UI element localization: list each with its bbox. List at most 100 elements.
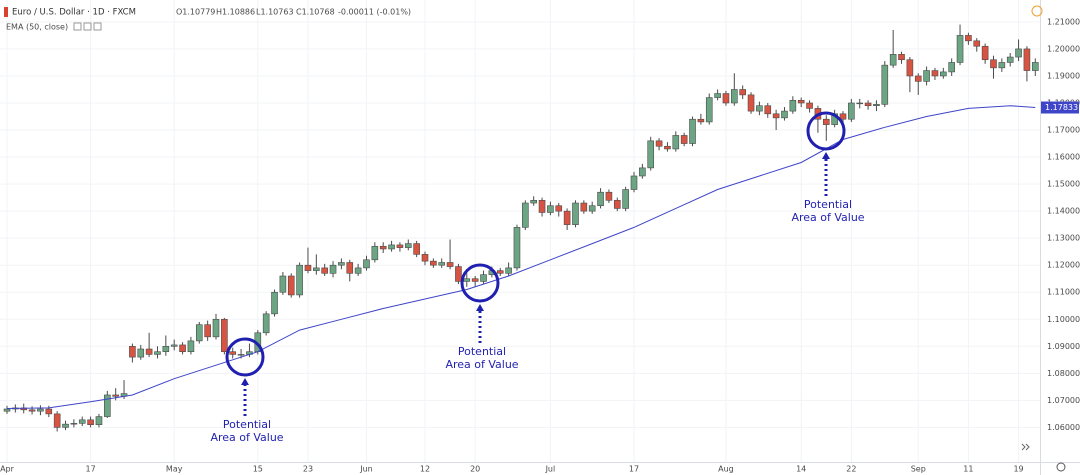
candle-body xyxy=(538,200,546,213)
y-tick-label: 1.17000 xyxy=(1047,126,1080,135)
candle-body xyxy=(304,264,312,271)
candle-body xyxy=(822,118,830,125)
candle-body xyxy=(797,99,805,104)
candle-body xyxy=(279,275,287,293)
x-tick-label: Jun xyxy=(359,465,373,474)
candle-body xyxy=(806,102,813,109)
y-tick-label: 1.19000 xyxy=(1047,71,1080,80)
ohlc-low: L1.10763 xyxy=(256,8,294,17)
symbol-flag xyxy=(4,7,8,17)
candle-body xyxy=(940,71,947,77)
annotation-text: Potential xyxy=(804,198,852,211)
y-tick-label: 1.20000 xyxy=(1047,44,1080,53)
candle-body xyxy=(747,94,755,112)
settings-icon[interactable] xyxy=(1056,462,1066,472)
candle-body xyxy=(53,413,61,428)
symbol-title[interactable]: Euro / U.S. Dollar · 1D · FXCM xyxy=(12,8,136,18)
x-tick-label: May xyxy=(166,465,183,474)
candle-body xyxy=(229,351,237,355)
candle-body xyxy=(864,102,872,107)
arrow-head xyxy=(476,304,484,311)
annotation-text: Potential xyxy=(223,418,271,431)
candle-body xyxy=(664,145,671,150)
warning-icon[interactable] xyxy=(1031,5,1043,17)
candle-body xyxy=(998,62,1006,69)
candle-body xyxy=(856,102,864,105)
ohlc-high: H1.10886 xyxy=(216,8,255,17)
candle-body xyxy=(388,244,395,250)
y-tick-label: 1.08000 xyxy=(1047,369,1080,378)
candle-body xyxy=(404,243,412,248)
candle-body xyxy=(1031,62,1039,71)
candle-body xyxy=(622,189,629,209)
x-tick-label: Sep xyxy=(911,465,926,474)
candle-body xyxy=(647,140,655,169)
candle-body xyxy=(221,318,228,353)
arrow-head xyxy=(241,378,249,385)
x-tick-label: 23 xyxy=(303,465,313,474)
candle-body xyxy=(513,227,521,269)
x-tick-label: 17 xyxy=(86,465,96,474)
candle-body xyxy=(923,70,930,82)
highlight-circle xyxy=(460,263,500,303)
candle-body xyxy=(129,345,136,358)
x-tick-label: Jul xyxy=(545,465,556,474)
ohlc-open: O1.10779 xyxy=(176,8,215,17)
candle-body xyxy=(287,275,295,296)
candle-body xyxy=(588,205,596,212)
candle-body xyxy=(329,264,337,274)
candle-body xyxy=(655,140,663,147)
y-tick-label: 1.11000 xyxy=(1047,288,1080,297)
candle-body xyxy=(1023,48,1031,71)
arrow-head xyxy=(822,152,830,159)
x-tick-label: 14 xyxy=(796,465,806,474)
candle-body xyxy=(145,348,153,355)
y-tick-label: 1.07000 xyxy=(1047,396,1080,405)
candle-body xyxy=(714,93,721,98)
candle-body xyxy=(873,104,880,107)
candle-body xyxy=(965,35,972,42)
candle-body xyxy=(354,267,362,274)
scroll-icon[interactable] xyxy=(1021,443,1030,451)
candle-body xyxy=(62,423,69,428)
indicator-icon[interactable] xyxy=(83,22,92,31)
candle-body xyxy=(438,262,446,266)
candle-body xyxy=(28,409,36,412)
candle-body xyxy=(430,260,437,266)
indicator-legend[interactable]: EMA (50, close) xyxy=(6,23,68,32)
candle-body xyxy=(764,105,772,115)
x-tick-label: 12 xyxy=(420,465,430,474)
candle-body xyxy=(313,267,320,271)
candle-body xyxy=(505,267,512,274)
candle-body xyxy=(212,318,220,338)
candle-body xyxy=(455,266,462,282)
candle-body xyxy=(613,200,621,209)
candle-body xyxy=(572,202,579,225)
candle-body xyxy=(371,245,379,261)
x-tick-label: 11 xyxy=(963,465,973,474)
candle-body xyxy=(848,102,855,120)
candle-body xyxy=(379,245,387,250)
candle-body xyxy=(948,62,955,73)
candle-body xyxy=(421,254,429,262)
candle-body xyxy=(630,175,638,190)
candle-body xyxy=(547,205,554,213)
candle-body xyxy=(522,202,529,228)
candle-body xyxy=(680,135,688,144)
candle-body xyxy=(338,262,345,266)
candle-body xyxy=(580,202,588,212)
candle-body xyxy=(597,191,604,207)
x-tick-label: 15 xyxy=(253,465,263,474)
y-tick-label: 1.09000 xyxy=(1047,342,1080,351)
indicator-icon[interactable] xyxy=(73,22,82,31)
candle-body xyxy=(1006,56,1014,63)
candle-body xyxy=(471,278,479,282)
x-tick-label: Apr xyxy=(0,465,15,474)
candle-body xyxy=(705,97,713,123)
candle-body xyxy=(722,93,730,104)
indicator-icon[interactable] xyxy=(93,22,102,31)
candle-body xyxy=(3,408,11,412)
candle-body xyxy=(889,54,897,66)
